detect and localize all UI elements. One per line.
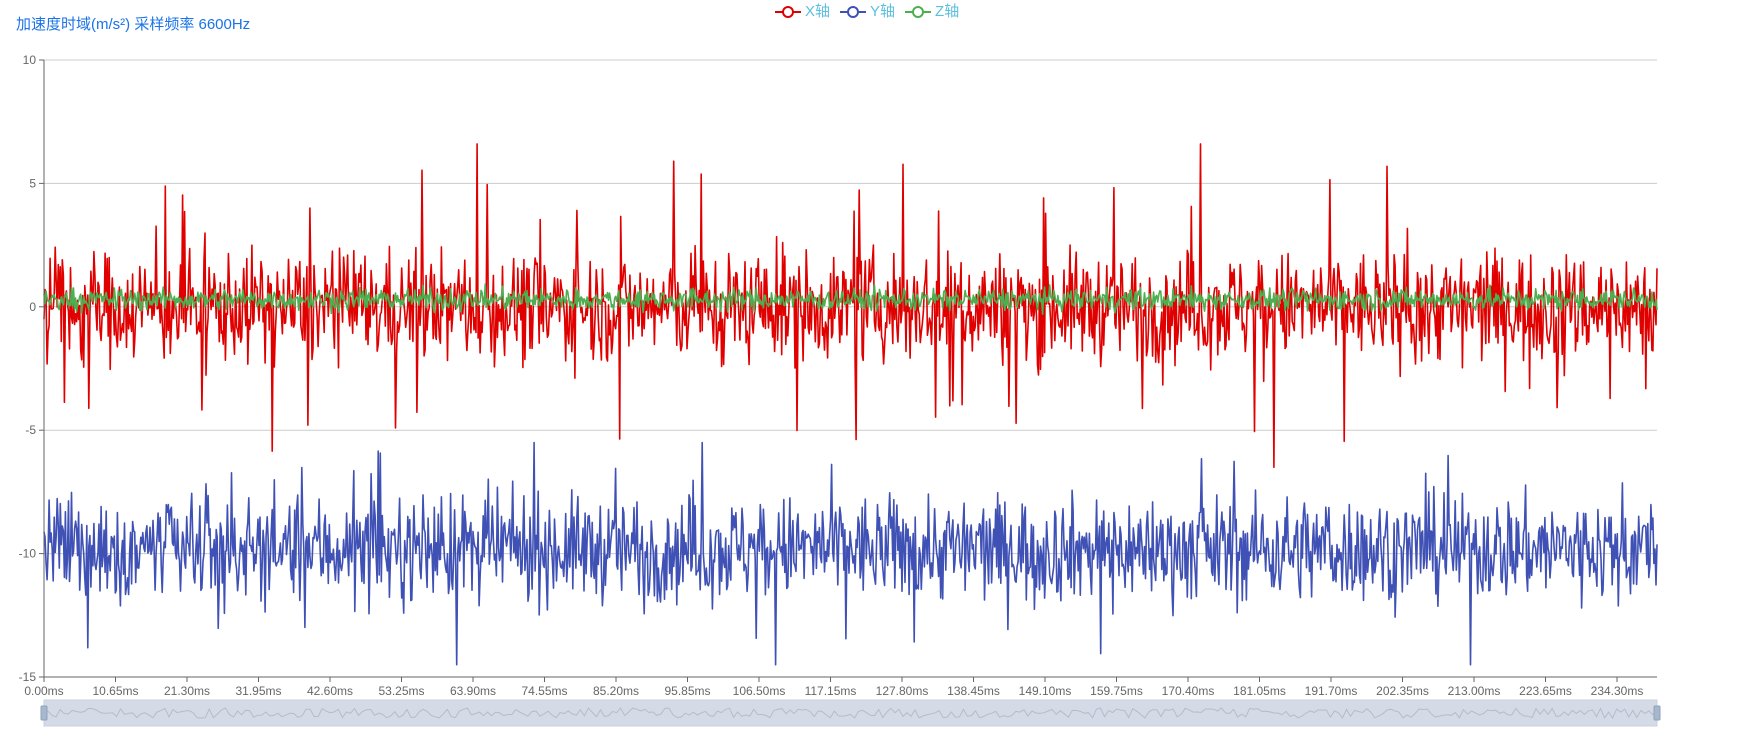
legend: X轴 Y轴 Z轴 bbox=[775, 2, 959, 22]
datazoom-end-handle[interactable] bbox=[1653, 705, 1661, 721]
axes: 10 5 0 -5 -10 -150.00ms 10.65ms 21.30ms 31.95ms 4… bbox=[19, 53, 1657, 698]
datazoom-start-handle[interactable] bbox=[40, 705, 48, 721]
legend-item-z[interactable]: Z轴 bbox=[905, 2, 959, 22]
x-tick-label: 95.85ms bbox=[664, 684, 710, 698]
x-tick-label: 149.10ms bbox=[1019, 684, 1072, 698]
legend-label-y: Y轴 bbox=[870, 3, 896, 20]
x-tick-label: 117.15ms bbox=[805, 684, 857, 698]
x-tick-label: 170.40ms bbox=[1162, 684, 1215, 698]
y-tick-label: -15 bbox=[19, 670, 37, 684]
x-tick-label: 213.00ms bbox=[1448, 684, 1501, 698]
legend-x-marker-icon bbox=[775, 6, 801, 18]
x-tick-label: 191.70ms bbox=[1305, 684, 1358, 698]
x-tick-label: 21.30ms bbox=[164, 684, 210, 698]
y-tick-label: -5 bbox=[25, 423, 36, 437]
datazoom-preview bbox=[43, 707, 1658, 720]
series-line-x bbox=[43, 143, 1658, 469]
legend-label-x: X轴 bbox=[805, 3, 831, 20]
x-tick-label: 138.45ms bbox=[947, 684, 1000, 698]
x-tick-label: 85.20ms bbox=[593, 684, 639, 698]
datazoom-track[interactable] bbox=[43, 699, 1658, 727]
y-tick-label: 5 bbox=[29, 176, 36, 190]
x-tick-label: 63.90ms bbox=[450, 684, 496, 698]
x-tick-label: 106.50ms bbox=[733, 684, 786, 698]
x-tick-label: 181.05ms bbox=[1233, 684, 1286, 698]
chart-title: 加速度时域(m/s²) 采样频率 6600Hz bbox=[16, 16, 251, 33]
x-tick-label: 234.30ms bbox=[1591, 684, 1644, 698]
x-tick-label: 127.80ms bbox=[876, 684, 929, 698]
x-tick-label: 42.60ms bbox=[307, 684, 353, 698]
legend-item-y[interactable]: Y轴 bbox=[840, 2, 895, 22]
series-line-z bbox=[43, 283, 1658, 316]
y-tick-label: 0 bbox=[29, 300, 36, 314]
x-tick-label: 159.75ms bbox=[1090, 684, 1143, 698]
datazoom-slider[interactable] bbox=[40, 699, 1661, 727]
x-tick-label: 223.65ms bbox=[1519, 684, 1572, 698]
x-tick-label: 0.00ms bbox=[24, 684, 63, 698]
legend-item-x[interactable]: X轴 bbox=[775, 2, 830, 22]
y-tick-label: -10 bbox=[19, 547, 37, 561]
y-tick-label: 10 bbox=[23, 53, 37, 67]
x-tick-label: 53.25ms bbox=[378, 684, 424, 698]
x-tick-label: 10.65ms bbox=[92, 684, 138, 698]
legend-label-z: Z轴 bbox=[935, 3, 960, 20]
series-layer bbox=[43, 143, 1658, 666]
x-tick-label: 31.95ms bbox=[235, 684, 281, 698]
series-line-y bbox=[43, 441, 1658, 666]
legend-z-marker-icon bbox=[905, 6, 932, 18]
grid bbox=[44, 59, 1657, 678]
x-tick-label: 74.55ms bbox=[521, 684, 567, 698]
x-tick-label: 202.35ms bbox=[1376, 684, 1429, 698]
legend-y-marker-icon bbox=[840, 6, 867, 18]
